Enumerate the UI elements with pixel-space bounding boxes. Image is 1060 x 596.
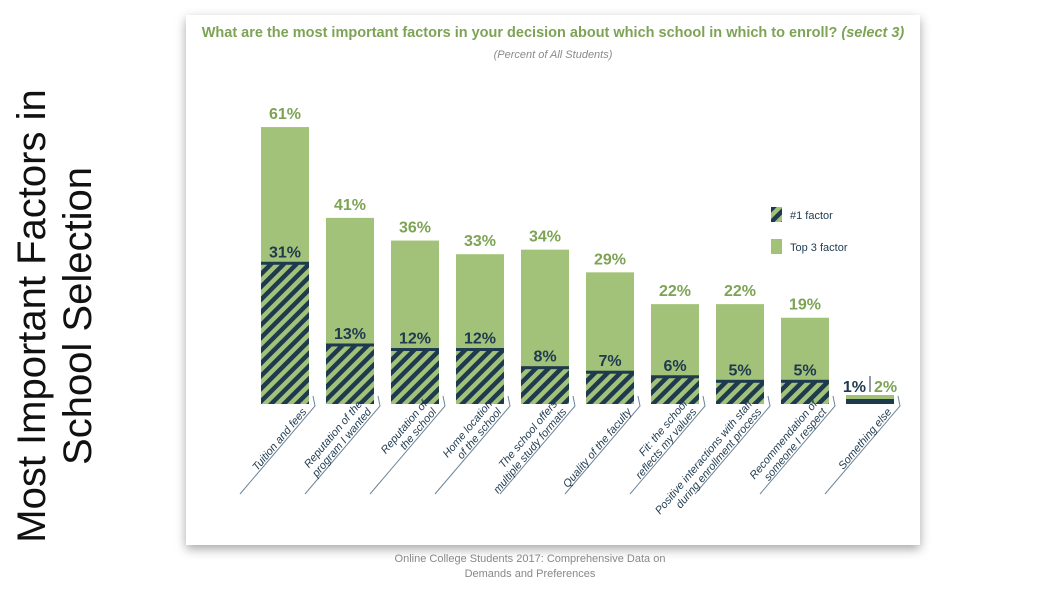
category-label-line: multiple study formats: [491, 406, 569, 496]
category-label-line: Quality of the faculty: [561, 405, 635, 490]
label-top3: 2%: [874, 379, 897, 396]
bar-first: [781, 381, 829, 404]
bar-first-edge: [586, 370, 634, 374]
legend-label-first: #1 factor: [790, 210, 833, 222]
slide-title: Most Important Factors in School Selecti…: [9, 76, 101, 556]
label-first: 8%: [533, 349, 556, 366]
source-line-2: Demands and Preferences: [464, 568, 596, 580]
category-leader-line: [694, 395, 771, 495]
label-first: 5%: [793, 362, 816, 379]
category-leader-line: [239, 395, 316, 495]
label-first: 12%: [399, 331, 431, 348]
category-leader-line: [759, 395, 836, 495]
chart-title-text: What are the most important factors in y…: [201, 25, 838, 41]
source-line-1: Online College Students 2017: Comprehens…: [394, 553, 666, 565]
label-top3: 22%: [724, 283, 756, 300]
category-leader-line: [564, 395, 641, 495]
bar-first: [586, 372, 634, 404]
label-top3: 34%: [529, 229, 561, 246]
category-label: Tuition and fees: [250, 406, 309, 473]
chart-title: What are the most important factors in y…: [186, 23, 920, 66]
label-top3: 19%: [789, 297, 821, 314]
bar-first: [521, 367, 569, 404]
bar-first: [456, 349, 504, 404]
category-leader-line: [499, 395, 576, 495]
category-label: Something else: [836, 406, 894, 472]
chart-card: What are the most important factors in y…: [186, 15, 920, 545]
label-first: 13%: [334, 326, 366, 343]
legend-swatch-first: [771, 207, 782, 222]
category-label-line: Tuition and fees: [250, 406, 309, 473]
category-leader-line: [824, 395, 901, 495]
label-first: 6%: [663, 358, 686, 375]
label-first: 7%: [598, 353, 621, 370]
source-caption: Online College Students 2017: Comprehens…: [360, 552, 700, 582]
category-leader-line: [369, 395, 446, 495]
legend-swatch-top3: [771, 239, 782, 254]
label-first: 31%: [269, 244, 301, 261]
slide-title-line-2: School Selection: [56, 167, 100, 465]
label-top3: 36%: [399, 220, 431, 237]
bar-chart: 61% 31% Tuition and fees 41% 13% Reputation o…: [239, 106, 901, 517]
bar-first-edge: [326, 343, 374, 347]
label-top3: 29%: [594, 251, 626, 268]
chart-subtitle: (Percent of All Students): [493, 49, 613, 61]
chart-title-emphasis: (select 3): [841, 25, 905, 41]
legend-label-top3: Top 3 factor: [790, 242, 848, 254]
bar-first-edge: [456, 348, 504, 352]
bar-first-edge: [716, 379, 764, 383]
label-first: 1%: [843, 379, 866, 396]
bar-first-edge: [651, 375, 699, 379]
bar-first-edge: [781, 379, 829, 383]
label-top3: 41%: [334, 197, 366, 214]
bar-first: [846, 399, 894, 404]
bar-first: [651, 376, 699, 404]
bar-first: [261, 263, 309, 404]
category-leader-line: [304, 395, 381, 495]
bar-first-edge: [391, 348, 439, 352]
slide-title-line-1: Most Important Factors in: [10, 89, 54, 543]
label-top3: 33%: [464, 233, 496, 250]
bar-top3: [846, 395, 894, 399]
bar-first-edge: [261, 261, 309, 265]
label-first: 5%: [728, 362, 751, 379]
label-first: 12%: [464, 331, 496, 348]
bar-first: [391, 349, 439, 404]
label-top3: 61%: [269, 106, 301, 123]
bar-first-edge: [521, 366, 569, 370]
category-label: Quality of the faculty: [561, 405, 635, 490]
category-label-line: Something else: [836, 406, 894, 472]
label-top3: 22%: [659, 283, 691, 300]
category-leader-line: [629, 395, 706, 495]
category-leader-line: [434, 395, 511, 495]
bar-first: [716, 381, 764, 404]
bar-first: [326, 344, 374, 404]
